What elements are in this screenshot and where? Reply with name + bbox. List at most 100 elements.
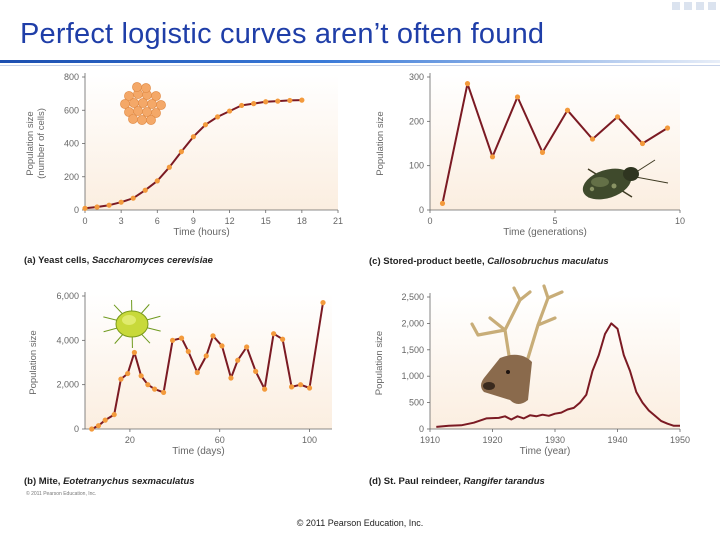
plot-background (85, 75, 338, 210)
y-tick-label: 300 (409, 72, 424, 82)
x-tick-label: 9 (191, 216, 196, 226)
beetle-head (623, 167, 639, 181)
corner-tile (684, 2, 692, 10)
corner-tile (672, 2, 680, 10)
chart-c: 0 100 200 300 0 5 10 Time (generations) Populati… (369, 72, 685, 267)
y-tick-label: 0 (74, 205, 79, 215)
yeast-cell (132, 82, 142, 92)
x-axis-label: Time (generations) (503, 227, 587, 238)
data-point (210, 333, 216, 339)
beetle-spot (611, 183, 617, 189)
data-point (253, 368, 259, 374)
series-line (441, 82, 669, 204)
title-underline-thin (0, 65, 720, 66)
data-point (639, 140, 646, 147)
data-point (160, 389, 167, 396)
y-tick-label: 0 (74, 424, 79, 434)
slide-title: Perfect logistic curves aren’t often fou… (20, 18, 545, 50)
x-tick-label: 1940 (607, 435, 627, 445)
yeast-cell (146, 115, 156, 125)
illustrations (103, 82, 669, 404)
y-tick-label: 0 (419, 424, 424, 434)
data-point (297, 382, 304, 388)
yeast-cell (137, 115, 147, 125)
caption-letter: (b) Mite, (24, 476, 63, 487)
x-axis-label: Time (year) (520, 446, 571, 457)
data-point (614, 114, 621, 120)
data-point (251, 101, 257, 107)
y-tick-label: 1,500 (401, 345, 424, 355)
data-point (111, 411, 117, 418)
reindeer-antlers (470, 284, 564, 364)
data-point (118, 199, 124, 205)
yeast-cell (133, 106, 143, 116)
data-point (287, 97, 293, 104)
data-point (95, 423, 102, 429)
x-tick-label: 1920 (482, 435, 502, 445)
data-point (464, 81, 471, 87)
x-tick-label: 60 (215, 435, 225, 445)
y-tick-label: 200 (64, 172, 79, 182)
data-point (178, 335, 185, 341)
data-point (131, 349, 137, 356)
data-point (166, 164, 172, 170)
y-tick-label: 4,000 (56, 335, 79, 345)
y-tick-label: 100 (409, 161, 424, 171)
data-point (262, 386, 268, 392)
chart-b: 0 2,000 4,000 6,000 20 60 100 Time (days) Popula… (24, 291, 332, 487)
reindeer-illustration (470, 284, 564, 404)
data-point (142, 187, 148, 193)
data-point (299, 97, 305, 103)
data-point (514, 94, 521, 100)
panel-caption: (c) Stored-product beetle, Callosobruchu… (369, 256, 609, 267)
x-tick-label: 20 (125, 435, 135, 445)
x-axis-label: Time (hours) (173, 227, 229, 238)
yeast-cell (141, 83, 151, 93)
yeast-cell (128, 114, 138, 124)
y-tick-label: 2,500 (401, 292, 424, 302)
panel-caption: (a) Yeast cells, Saccharomyces cerevisia… (24, 255, 214, 266)
data-point (145, 382, 151, 388)
plot-background (430, 295, 680, 429)
y-tick-label: 500 (409, 398, 424, 408)
data-point (263, 99, 269, 105)
yeast-cell (151, 91, 161, 101)
data-point (244, 344, 250, 350)
y-tick-label: 1,000 (401, 371, 424, 381)
series-line (436, 322, 680, 428)
y-tick-label: 600 (64, 105, 79, 115)
data-point (125, 370, 131, 377)
data-point (82, 205, 88, 211)
caption-species: Rangifer tarandus (464, 476, 545, 487)
x-tick-label: 0 (427, 216, 432, 226)
data-point (539, 149, 546, 155)
x-tick-label: 18 (297, 216, 307, 226)
data-point (102, 417, 108, 423)
title-underline (0, 60, 720, 63)
data-point (94, 204, 100, 210)
data-point (138, 373, 144, 379)
yeast-cell (156, 100, 166, 110)
data-point (320, 300, 326, 306)
data-point (228, 375, 234, 381)
caption-letter: (d) St. Paul reindeer, (369, 476, 464, 487)
x-axis-label: Time (days) (172, 446, 224, 457)
caption-species: Eotetranychus sexmaculatus (63, 476, 194, 487)
y-axis-label: Population size (25, 111, 36, 175)
x-tick-label: 100 (302, 435, 317, 445)
figure-credit: © 2011 Pearson Education, Inc. (26, 491, 97, 497)
x-tick-label: 1910 (420, 435, 440, 445)
data-point (203, 353, 209, 359)
beetle-highlight (591, 177, 609, 187)
x-tick-label: 21 (333, 216, 343, 226)
data-point (589, 136, 596, 142)
data-point (489, 154, 496, 160)
data-point (564, 107, 571, 113)
yeast-cells-illustration (120, 82, 166, 125)
data-point (288, 384, 295, 390)
x-tick-label: 10 (675, 216, 685, 226)
data-point (190, 134, 197, 140)
y-tick-label: 6,000 (56, 291, 79, 301)
x-tick-label: 1950 (670, 435, 690, 445)
